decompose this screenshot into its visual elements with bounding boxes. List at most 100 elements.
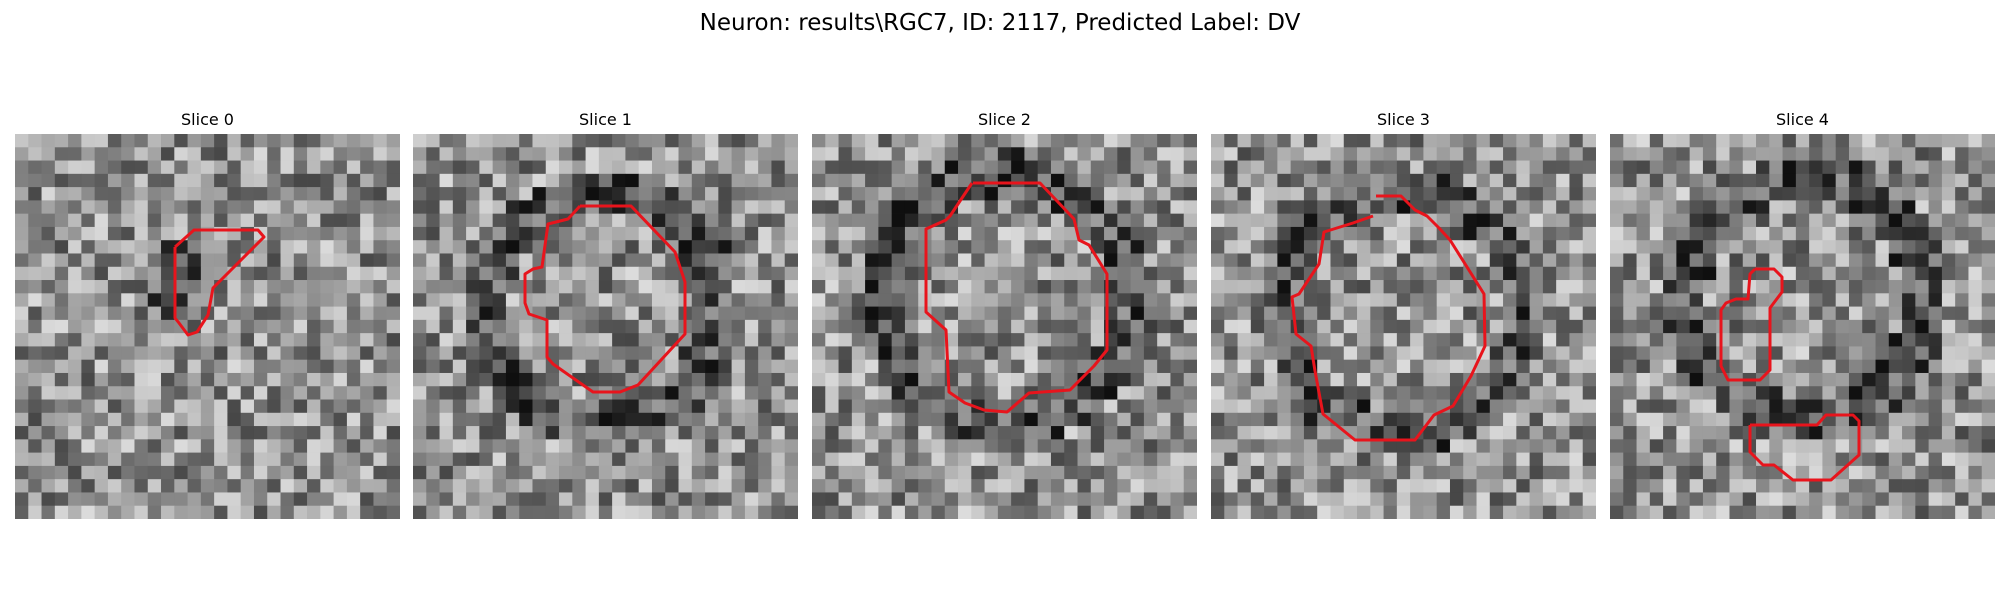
image-pixel: [585, 479, 600, 493]
image-pixel: [865, 426, 879, 440]
image-pixel: [744, 333, 759, 347]
image-pixel: [1396, 505, 1411, 519]
image-pixel: [545, 399, 560, 414]
image-pixel: [1250, 479, 1265, 493]
image-pixel: [1875, 505, 1890, 519]
image-pixel: [1742, 147, 1757, 161]
image-pixel: [147, 266, 162, 281]
image-pixel: [1077, 293, 1092, 307]
image-pixel: [1915, 452, 1929, 467]
image-pixel: [439, 319, 454, 334]
image-pixel: [81, 359, 95, 374]
image-pixel: [174, 253, 188, 268]
image-pixel: [771, 253, 786, 268]
image-pixel: [333, 266, 348, 281]
image-pixel: [28, 253, 42, 268]
image-pixel: [984, 266, 999, 281]
image-pixel: [598, 173, 613, 188]
image-pixel: [931, 160, 946, 175]
image-pixel: [891, 346, 906, 360]
image-pixel: [1875, 226, 1890, 241]
image-pixel: [678, 372, 693, 387]
image-pixel: [360, 226, 374, 241]
image-pixel: [1875, 160, 1890, 175]
image-pixel: [1064, 399, 1078, 414]
image-pixel: [1130, 213, 1145, 228]
image-pixel: [585, 399, 600, 414]
image-pixel: [825, 452, 839, 467]
image-pixel: [598, 426, 613, 440]
image-pixel: [1915, 439, 1929, 453]
image-pixel: [1769, 505, 1783, 519]
image-pixel: [320, 359, 334, 374]
image-pixel: [293, 319, 308, 334]
image-pixel: [466, 399, 480, 414]
image-pixel: [1795, 426, 1810, 440]
image-pixel: [147, 492, 162, 507]
pixel-grid: [1211, 134, 1596, 519]
image-pixel: [1343, 346, 1358, 360]
image-pixel: [1011, 160, 1025, 175]
image-pixel: [200, 240, 215, 254]
image-pixel: [1064, 505, 1078, 519]
image-pixel: [240, 187, 255, 201]
image-pixel: [413, 372, 427, 387]
image-pixel: [1756, 187, 1770, 201]
image-pixel: [1463, 333, 1477, 347]
image-pixel: [1822, 372, 1836, 387]
image-pixel: [1436, 266, 1451, 281]
image-pixel: [293, 492, 308, 507]
image-pixel: [492, 333, 507, 347]
image-pixel: [1423, 319, 1437, 334]
image-pixel: [1941, 399, 1956, 414]
image-pixel: [731, 346, 746, 360]
image-pixel: [373, 346, 388, 360]
image-pixel: [68, 412, 82, 427]
image-pixel: [15, 173, 29, 188]
image-pixel: [161, 213, 175, 228]
image-pixel: [28, 240, 42, 254]
image-pixel: [771, 465, 786, 480]
image-pixel: [1795, 173, 1810, 188]
image-pixel: [891, 173, 906, 188]
image-pixel: [1370, 412, 1384, 427]
image-pixel: [718, 439, 732, 453]
image-pixel: [1224, 266, 1238, 281]
image-pixel: [386, 173, 400, 188]
image-pixel: [333, 134, 348, 148]
image-pixel: [1130, 333, 1145, 347]
image-pixel: [1090, 386, 1105, 400]
image-pixel: [1623, 479, 1637, 493]
image-pixel: [293, 465, 308, 480]
image-pixel: [1370, 426, 1384, 440]
image-pixel: [240, 372, 255, 387]
pixel-grid: [812, 134, 1197, 519]
image-pixel: [1317, 439, 1331, 453]
image-pixel: [1264, 147, 1278, 161]
image-pixel: [838, 333, 853, 347]
image-pixel: [1130, 439, 1145, 453]
image-pixel: [1756, 200, 1770, 214]
image-pixel: [812, 426, 826, 440]
image-pixel: [612, 333, 626, 347]
image-pixel: [94, 173, 109, 188]
image-pixel: [718, 160, 732, 175]
image-pixel: [612, 213, 626, 228]
image-pixel: [758, 479, 772, 493]
image-pixel: [360, 200, 374, 214]
image-pixel: [360, 372, 374, 387]
image-pixel: [1396, 173, 1411, 188]
image-pixel: [1277, 173, 1291, 188]
image-pixel: [68, 200, 82, 214]
image-pixel: [1848, 240, 1863, 254]
image-pixel: [1290, 359, 1305, 374]
image-pixel: [904, 479, 919, 493]
image-pixel: [386, 280, 400, 294]
image-pixel: [386, 505, 400, 519]
image-pixel: [253, 134, 268, 148]
image-pixel: [1476, 160, 1491, 175]
image-pixel: [1050, 319, 1065, 334]
image-pixel: [918, 399, 932, 414]
image-pixel: [1396, 240, 1411, 254]
image-pixel: [971, 505, 985, 519]
